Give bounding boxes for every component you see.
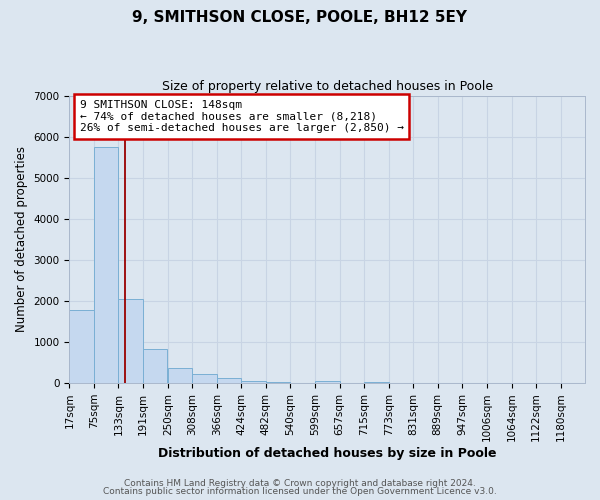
Y-axis label: Number of detached properties: Number of detached properties [15,146,28,332]
Bar [118,299,143,383]
Bar [217,378,241,383]
Text: Contains public sector information licensed under the Open Government Licence v3: Contains public sector information licen… [103,487,497,496]
Title: Size of property relative to detached houses in Poole: Size of property relative to detached ho… [161,80,493,93]
Text: 9, SMITHSON CLOSE, POOLE, BH12 5EY: 9, SMITHSON CLOSE, POOLE, BH12 5EY [133,10,467,25]
Bar [70,310,94,383]
X-axis label: Distribution of detached houses by size in Poole: Distribution of detached houses by size … [158,447,496,460]
Bar [266,382,290,383]
Bar [192,374,217,383]
Text: 9 SMITHSON CLOSE: 148sqm
← 74% of detached houses are smaller (8,218)
26% of sem: 9 SMITHSON CLOSE: 148sqm ← 74% of detach… [80,100,404,133]
Bar [94,147,118,383]
Bar [241,380,266,383]
Bar [143,350,167,383]
Text: Contains HM Land Registry data © Crown copyright and database right 2024.: Contains HM Land Registry data © Crown c… [124,478,476,488]
Bar [168,368,192,383]
Bar [315,381,340,383]
Bar [364,382,389,383]
